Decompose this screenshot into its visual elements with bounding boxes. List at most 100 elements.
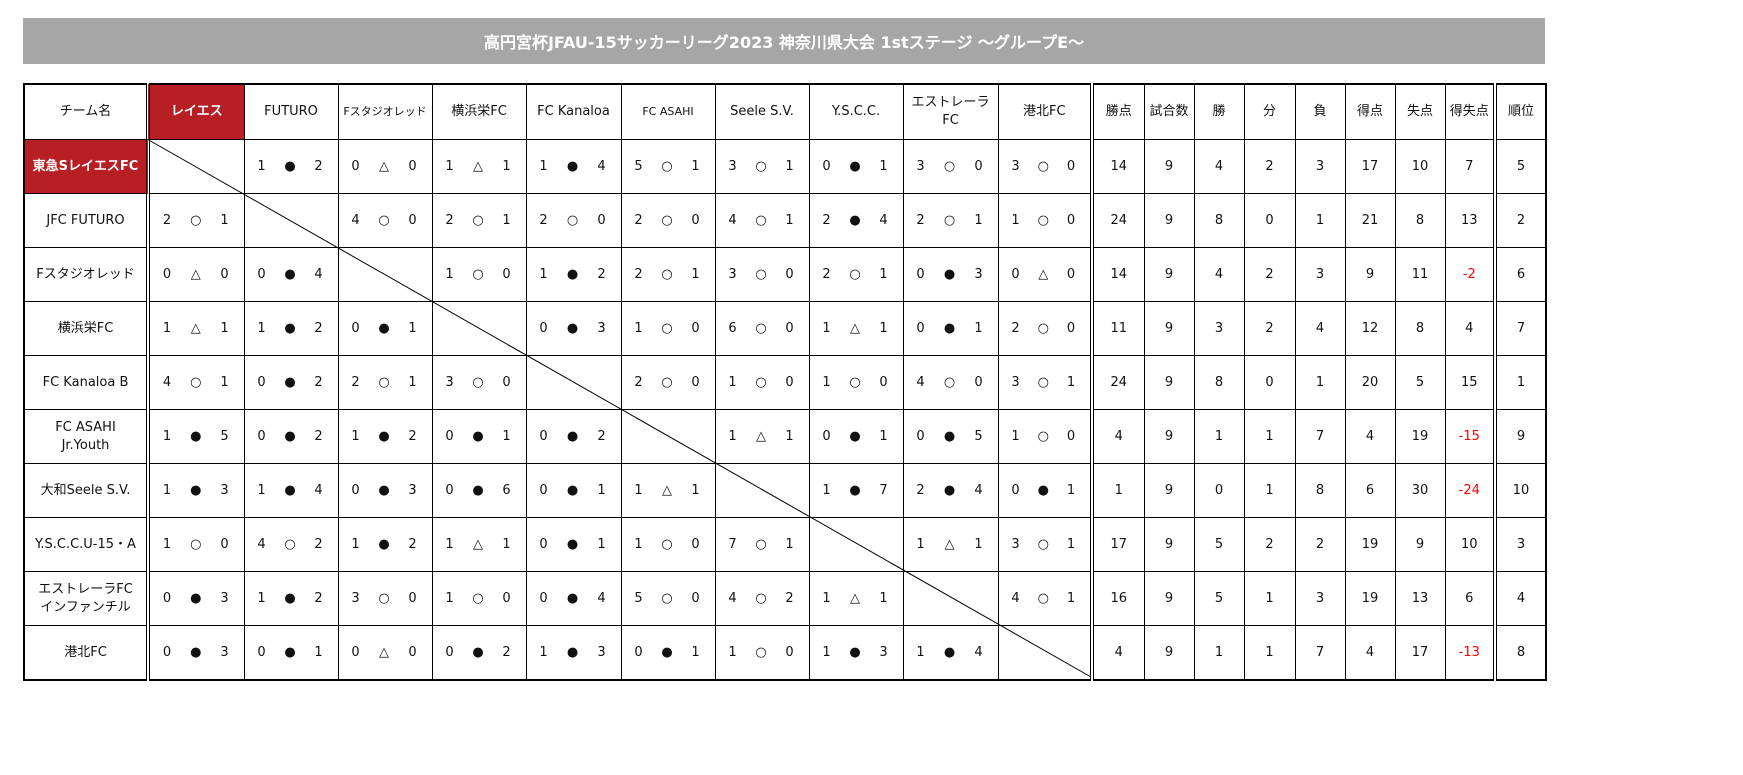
match-result: 3 ○ 0	[902, 139, 999, 194]
stat-勝点: 4	[1090, 409, 1145, 464]
home-score: 2	[634, 266, 643, 282]
match-result: 1 ● 2	[337, 409, 433, 464]
header-opponent: Y.S.C.C.	[808, 83, 904, 140]
score-line: 7 ○ 1	[716, 536, 809, 554]
stat-勝点: 1	[1090, 463, 1145, 518]
away-score: 1	[220, 212, 229, 228]
stat-勝点: 14	[1090, 139, 1145, 194]
score-line: 0 ● 2	[245, 374, 338, 392]
result-symbol: ○	[1037, 590, 1049, 606]
stat-得失点: -2	[1444, 247, 1496, 302]
away-score: 0	[785, 374, 794, 390]
result-symbol: ●	[566, 482, 579, 498]
away-score: 3	[220, 644, 229, 660]
away-score: 0	[1066, 428, 1076, 444]
result-symbol: ●	[378, 320, 390, 336]
stat-負: 7	[1294, 409, 1346, 464]
stat-得失点: 15	[1444, 355, 1496, 410]
score-line: 1 ● 2	[339, 536, 432, 554]
table-row: JFC FUTURO 2 ○ 1 4 ○ 0 2 ○ 1 2 ○ 0 2 ○ 0 4 ○ 1 2 ● 4 2 ○ 1 1 ○ 0 24 9…	[23, 193, 1547, 248]
away-score: 1	[597, 536, 606, 552]
team-name: FC Kanaloa B	[23, 355, 149, 410]
home-score: 4	[162, 374, 172, 390]
match-result: 1 △ 1	[714, 409, 810, 464]
score-line: 1 ○ 0	[622, 320, 715, 338]
home-score: 4	[728, 590, 737, 606]
match-result: 1 △ 1	[431, 139, 527, 194]
away-score: 3	[408, 482, 417, 498]
score-line: 1 ● 4	[527, 158, 621, 176]
away-score: 7	[879, 482, 888, 498]
result-symbol: ○	[472, 590, 484, 606]
away-score: 0	[220, 536, 229, 552]
result-symbol: ○	[661, 590, 673, 606]
match-result: 4 ○ 2	[714, 571, 810, 626]
score-line: 0 ● 1	[433, 428, 526, 446]
match-result: 3 ○ 1	[714, 139, 810, 194]
home-score: 0	[634, 644, 643, 660]
away-score: 2	[314, 374, 323, 390]
home-score: 0	[445, 428, 454, 444]
team-name: Fスタジオレッド	[23, 247, 149, 302]
match-result: 6 ○ 0	[714, 301, 810, 356]
score-line: 3 ○ 0	[433, 374, 526, 392]
result-symbol: ○	[661, 374, 673, 390]
away-score: 4	[974, 644, 983, 660]
result-symbol: ○	[378, 374, 390, 390]
stat-分: 2	[1243, 301, 1296, 356]
stat-試合数: 9	[1143, 409, 1195, 464]
home-score: 1	[916, 644, 925, 660]
stat-試合数: 9	[1143, 463, 1195, 518]
away-score: 1	[879, 320, 888, 336]
home-score: 1	[445, 158, 454, 174]
score-line: 1 ● 2	[245, 320, 338, 338]
away-score: 1	[785, 428, 794, 444]
team-name: JFC FUTURO	[23, 193, 149, 248]
away-score: 1	[974, 320, 983, 336]
stat-負: 8	[1294, 463, 1346, 518]
score-line: 0 ● 2	[527, 428, 621, 446]
stat-負: 1	[1294, 193, 1346, 248]
result-symbol: ●	[566, 158, 579, 174]
stat-順位: 1	[1493, 355, 1547, 410]
result-symbol: ○	[849, 374, 861, 390]
away-score: 1	[1066, 374, 1076, 390]
result-symbol: △	[850, 320, 860, 336]
result-symbol: ●	[849, 428, 861, 444]
result-symbol: ●	[1037, 482, 1049, 498]
score-line: 1 ● 3	[150, 482, 244, 500]
table-row: Y.S.C.C.U-15・A 1 ○ 0 4 ○ 2 1 ● 2 1 △ 1 0 ● 1 1 ○ 0 7 ○ 1 1 △ 1 3 ○…	[23, 517, 1547, 572]
stat-得点: 6	[1344, 463, 1396, 518]
score-line: 4 ○ 2	[245, 536, 338, 554]
stat-勝: 4	[1193, 139, 1245, 194]
home-score: 0	[257, 266, 266, 282]
home-score: 4	[1011, 590, 1020, 606]
home-score: 3	[1011, 374, 1020, 390]
stat-勝点: 17	[1090, 517, 1145, 572]
score-line: 0 △ 0	[150, 266, 244, 284]
score-line: 2 ○ 1	[339, 374, 432, 392]
result-symbol: ●	[284, 590, 296, 606]
score-line: 4 ○ 0	[339, 212, 432, 230]
score-line: 1 ● 4	[245, 482, 338, 500]
result-symbol: ○	[1037, 536, 1049, 552]
result-symbol: ●	[943, 428, 956, 444]
self-match-cell	[337, 247, 433, 302]
header-stat: 得点	[1344, 83, 1396, 140]
stat-失点: 8	[1394, 193, 1446, 248]
away-score: 3	[220, 590, 229, 606]
match-result: 0 ● 5	[902, 409, 999, 464]
stat-失点: 9	[1394, 517, 1446, 572]
result-symbol: ○	[755, 644, 767, 660]
match-result: 1 ○ 0	[808, 355, 904, 410]
score-line: 0 ● 1	[810, 428, 903, 446]
match-result: 0 ● 1	[808, 409, 904, 464]
team-name-line: 東急SレイエスFC	[32, 158, 139, 174]
home-score: 0	[162, 266, 172, 282]
match-result: 1 ● 3	[525, 625, 622, 681]
stat-失点: 30	[1394, 463, 1446, 518]
match-result: 2 ● 4	[808, 193, 904, 248]
match-result: 1 △ 1	[808, 301, 904, 356]
away-score: 0	[691, 536, 700, 552]
home-score: 5	[634, 158, 643, 174]
